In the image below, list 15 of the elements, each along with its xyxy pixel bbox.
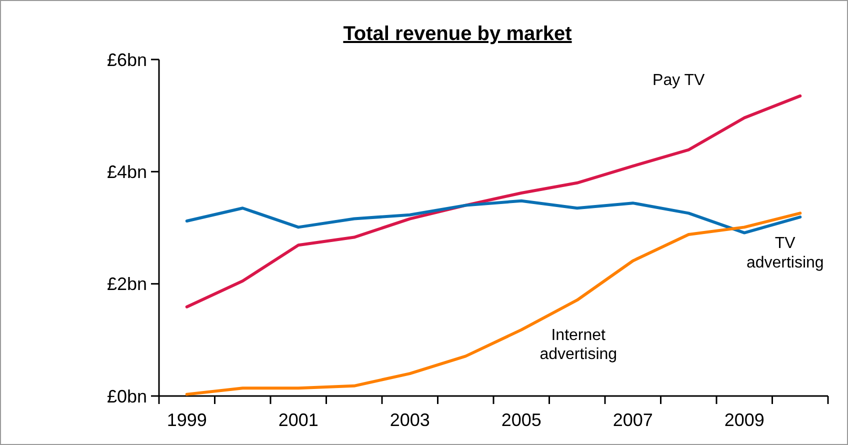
series-label: Internet advertising [540,326,618,364]
y-tick-label: £4bn [106,162,147,182]
line-series [185,199,802,234]
x-tick-label: 2009 [724,410,764,430]
x-tick-label: 2003 [390,410,430,430]
y-tick-label: £2bn [106,274,147,294]
chart-title: Total revenue by market [343,23,572,45]
series-label: TV advertising [746,235,824,272]
y-tick-label: £0bn [106,386,147,406]
text: Pay TV [652,72,706,89]
x-tick-label: 2001 [278,410,318,430]
x-tick-label: 2007 [612,410,653,430]
x-tick-label: 2005 [501,410,542,430]
y-tick-label: £6bn [106,50,147,70]
x-tick-label: 1999 [166,410,207,430]
